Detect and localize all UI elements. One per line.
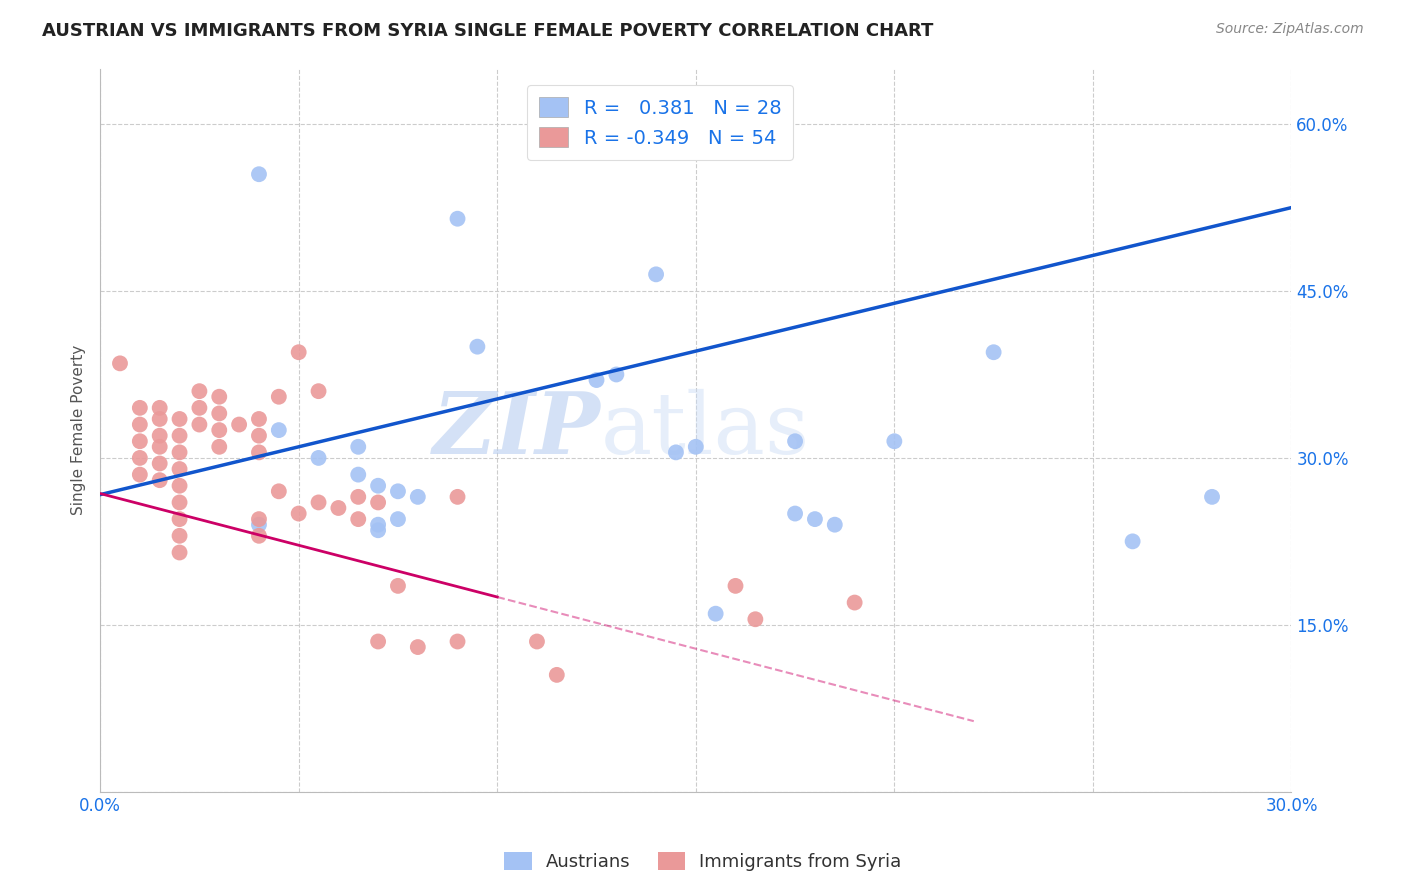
Point bbox=[844, 596, 866, 610]
Point bbox=[308, 384, 330, 399]
Point bbox=[208, 406, 231, 420]
Point bbox=[387, 579, 409, 593]
Point bbox=[467, 340, 489, 354]
Point bbox=[169, 479, 191, 493]
Point bbox=[149, 428, 172, 442]
Point bbox=[665, 445, 688, 459]
Point bbox=[149, 473, 172, 487]
Point bbox=[128, 434, 150, 449]
Point bbox=[585, 373, 607, 387]
Point bbox=[247, 412, 270, 426]
Point bbox=[287, 507, 309, 521]
Point bbox=[328, 500, 350, 515]
Point bbox=[247, 517, 270, 532]
Point bbox=[208, 423, 231, 437]
Legend: R =   0.381   N = 28, R = -0.349   N = 54: R = 0.381 N = 28, R = -0.349 N = 54 bbox=[527, 86, 793, 160]
Point bbox=[645, 268, 668, 282]
Point bbox=[605, 368, 627, 382]
Point bbox=[188, 384, 211, 399]
Point bbox=[128, 417, 150, 432]
Point bbox=[308, 495, 330, 509]
Point bbox=[406, 640, 429, 654]
Point bbox=[883, 434, 905, 449]
Point bbox=[347, 440, 370, 454]
Point bbox=[188, 417, 211, 432]
Point bbox=[367, 523, 389, 537]
Point bbox=[169, 495, 191, 509]
Point bbox=[367, 634, 389, 648]
Point bbox=[149, 440, 172, 454]
Point bbox=[685, 440, 707, 454]
Point bbox=[108, 356, 131, 370]
Point bbox=[128, 401, 150, 415]
Point bbox=[804, 512, 827, 526]
Point bbox=[149, 457, 172, 471]
Point bbox=[367, 479, 389, 493]
Point bbox=[367, 517, 389, 532]
Point bbox=[347, 490, 370, 504]
Text: atlas: atlas bbox=[600, 389, 810, 472]
Point bbox=[247, 167, 270, 181]
Point bbox=[267, 484, 290, 499]
Point bbox=[446, 634, 468, 648]
Point bbox=[308, 450, 330, 465]
Point bbox=[724, 579, 747, 593]
Legend: Austrians, Immigrants from Syria: Austrians, Immigrants from Syria bbox=[498, 845, 908, 879]
Point bbox=[783, 434, 806, 449]
Point bbox=[247, 529, 270, 543]
Point bbox=[983, 345, 1005, 359]
Point bbox=[208, 440, 231, 454]
Point bbox=[546, 668, 568, 682]
Point bbox=[367, 495, 389, 509]
Point bbox=[228, 417, 250, 432]
Point bbox=[387, 484, 409, 499]
Point bbox=[247, 428, 270, 442]
Point bbox=[347, 467, 370, 482]
Point bbox=[406, 490, 429, 504]
Point bbox=[247, 512, 270, 526]
Point bbox=[526, 634, 548, 648]
Y-axis label: Single Female Poverty: Single Female Poverty bbox=[72, 345, 86, 516]
Point bbox=[1122, 534, 1144, 549]
Point bbox=[128, 450, 150, 465]
Point bbox=[188, 401, 211, 415]
Point bbox=[287, 345, 309, 359]
Point bbox=[169, 428, 191, 442]
Point bbox=[149, 401, 172, 415]
Point bbox=[744, 612, 766, 626]
Point bbox=[824, 517, 846, 532]
Point bbox=[169, 529, 191, 543]
Point bbox=[169, 462, 191, 476]
Point bbox=[247, 445, 270, 459]
Text: AUSTRIAN VS IMMIGRANTS FROM SYRIA SINGLE FEMALE POVERTY CORRELATION CHART: AUSTRIAN VS IMMIGRANTS FROM SYRIA SINGLE… bbox=[42, 22, 934, 40]
Point bbox=[208, 390, 231, 404]
Point bbox=[704, 607, 727, 621]
Point bbox=[169, 545, 191, 559]
Point bbox=[783, 507, 806, 521]
Point bbox=[267, 390, 290, 404]
Point bbox=[169, 445, 191, 459]
Point bbox=[446, 490, 468, 504]
Point bbox=[446, 211, 468, 226]
Text: Source: ZipAtlas.com: Source: ZipAtlas.com bbox=[1216, 22, 1364, 37]
Point bbox=[169, 412, 191, 426]
Point bbox=[128, 467, 150, 482]
Point bbox=[347, 512, 370, 526]
Point bbox=[267, 423, 290, 437]
Point bbox=[387, 512, 409, 526]
Text: ZIP: ZIP bbox=[433, 388, 600, 472]
Point bbox=[149, 412, 172, 426]
Point bbox=[169, 512, 191, 526]
Point bbox=[1201, 490, 1223, 504]
